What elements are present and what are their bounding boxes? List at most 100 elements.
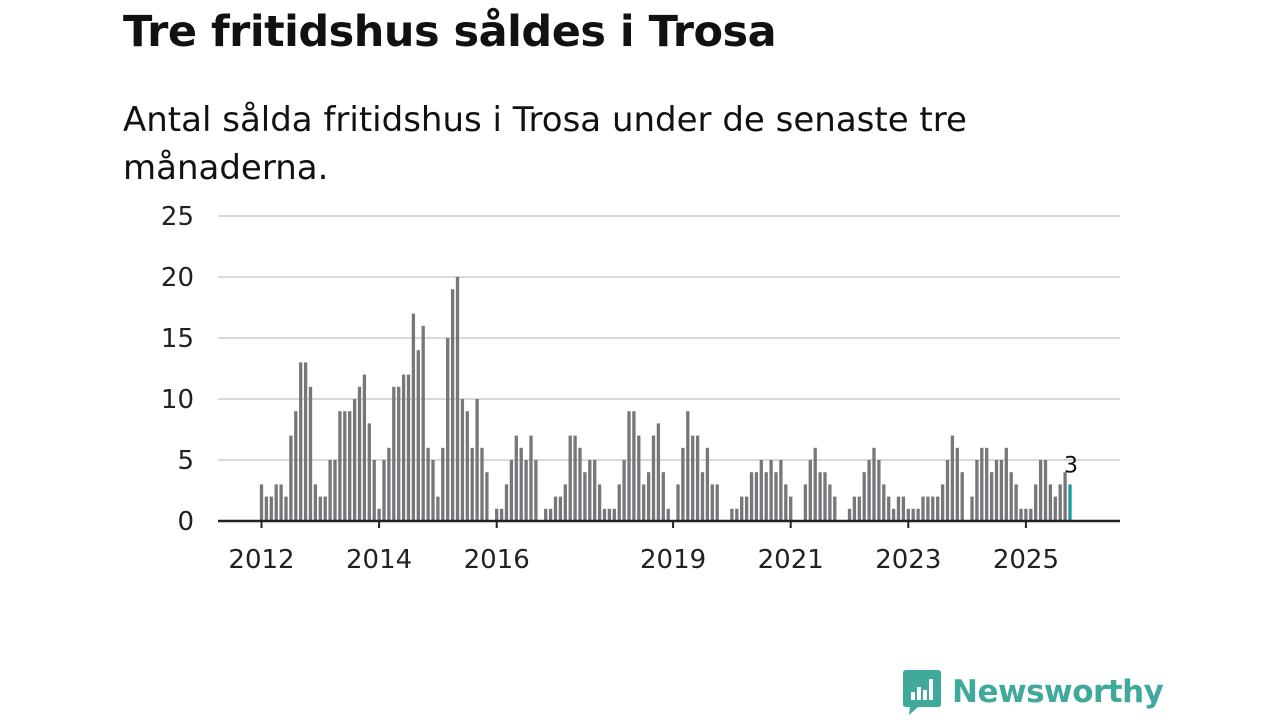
y-tick-label: 15 [161, 324, 194, 354]
bar [509, 460, 514, 521]
bar [617, 484, 621, 521]
bar [744, 496, 749, 521]
bar [563, 484, 567, 521]
bar [789, 496, 793, 521]
bar [632, 411, 636, 521]
highlighted-bar [1068, 484, 1072, 521]
bar [627, 411, 631, 521]
bar [299, 362, 303, 521]
bar [769, 460, 773, 521]
bar [607, 508, 612, 521]
bar [1048, 484, 1053, 521]
bar [348, 411, 352, 521]
bar [397, 386, 401, 521]
bar [945, 460, 950, 521]
bar [891, 508, 896, 521]
bar [455, 277, 460, 521]
bar [328, 460, 332, 521]
bar [896, 496, 901, 521]
bar [661, 472, 665, 521]
bar [642, 484, 646, 521]
bar [691, 435, 695, 521]
y-tick-label: 25 [161, 202, 194, 232]
bar [774, 472, 778, 521]
bar [1004, 447, 1008, 521]
bar [274, 484, 278, 521]
bar [1058, 484, 1062, 521]
bar [676, 484, 680, 521]
bar [406, 374, 411, 521]
bar [887, 496, 891, 521]
bar [911, 508, 915, 521]
bar [646, 472, 651, 521]
bar [519, 447, 523, 521]
bar [813, 447, 817, 521]
bar [823, 472, 827, 521]
bar [529, 435, 533, 521]
bar [994, 460, 999, 521]
bar [975, 460, 979, 521]
bar [548, 508, 553, 521]
bar [681, 447, 685, 521]
bar [877, 460, 881, 521]
bar [666, 508, 670, 521]
bar [764, 472, 768, 521]
bar [377, 508, 381, 521]
bar [578, 447, 582, 521]
y-tick-label: 20 [161, 263, 194, 293]
bar [862, 472, 866, 521]
bar [333, 460, 337, 521]
bar [637, 435, 641, 521]
bar [1024, 508, 1028, 521]
bar [730, 508, 734, 521]
bar [931, 496, 935, 521]
bar [436, 496, 440, 521]
bar [970, 496, 974, 521]
bar [1029, 508, 1033, 521]
bar [1053, 496, 1057, 521]
bar [784, 484, 788, 521]
bar [740, 496, 744, 521]
bar [318, 496, 322, 521]
bar [504, 484, 509, 521]
bar [999, 460, 1004, 521]
x-tick-label: 2012 [228, 545, 294, 575]
bar [485, 472, 489, 521]
x-tick-label: 2021 [758, 545, 824, 575]
bar [294, 411, 298, 521]
bar [754, 472, 759, 521]
chart-title: Tre fritidshus såldes i Trosa [123, 7, 777, 57]
bar [759, 460, 763, 521]
x-tick-label: 2014 [346, 545, 412, 575]
y-tick-label: 0 [177, 507, 194, 537]
bar [446, 338, 450, 521]
bar [352, 399, 357, 521]
bar [568, 435, 572, 521]
bar [588, 460, 592, 521]
bar [308, 386, 313, 521]
bar [901, 496, 906, 521]
bar [960, 472, 964, 521]
bar [534, 460, 538, 521]
bar [387, 447, 391, 521]
bar [906, 508, 910, 521]
x-tick-label: 2025 [993, 545, 1059, 575]
bar [1038, 460, 1043, 521]
brand-name: Newsworthy [952, 674, 1164, 710]
bar [431, 460, 435, 521]
bar [465, 411, 469, 521]
bar [940, 484, 945, 521]
bar [705, 447, 710, 521]
bar [495, 508, 499, 521]
chart-subtitle: Antal sålda fritidshus i Trosa under de … [123, 100, 967, 188]
bar [818, 472, 822, 521]
bar [401, 374, 406, 521]
bar [524, 460, 528, 521]
bar [980, 447, 984, 521]
bar [651, 435, 656, 521]
bar [989, 472, 994, 521]
bar [480, 447, 484, 521]
bar [372, 460, 376, 521]
bar [426, 447, 430, 521]
